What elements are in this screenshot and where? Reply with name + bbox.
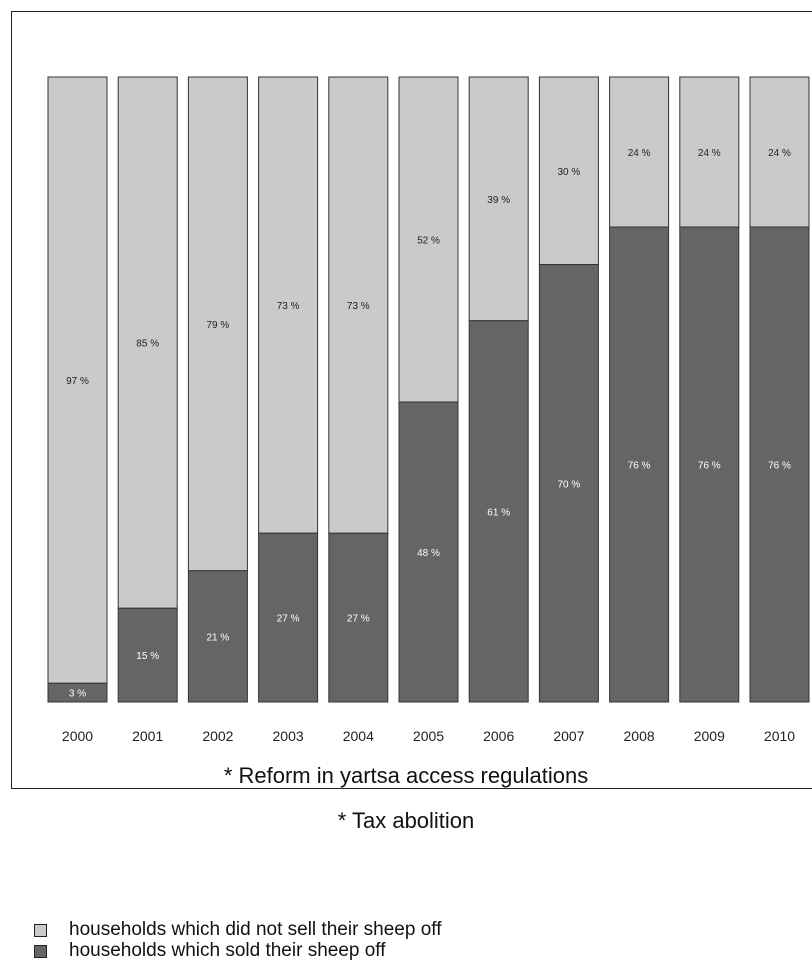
label-sold-2003: 27 % [277,614,300,625]
bar-not-sold-2006 [468,76,529,322]
legend-swatch-light [34,923,47,937]
label-sold-2005: 48 % [417,548,440,559]
label-sold-2008: 76 % [628,461,651,472]
bar-sold-2007 [538,264,599,703]
bar-sold-2010 [749,226,810,703]
bar-not-sold-2008 [609,76,670,228]
bar-not-sold-2005 [398,76,459,403]
label-not-sold-2001: 85 % [136,339,159,350]
bar-sold-2005 [398,401,459,703]
bar-not-sold-2010 [749,76,810,228]
label-not-sold-2004: 73 % [347,301,370,312]
x-tick-2003: 2003 [273,728,304,744]
bar-sold-2001 [117,607,178,703]
bar-sold-2000 [47,682,108,703]
label-not-sold-2003: 73 % [277,301,300,312]
bar-sold-2003 [258,532,319,703]
x-tick-2004: 2004 [343,728,374,744]
legend-label-not-sold: households which did not sell their shee… [69,919,442,940]
x-tick-2002: 2002 [202,728,233,744]
bar-not-sold-2007 [538,76,599,265]
label-not-sold-2006: 39 % [487,195,510,206]
bar-not-sold-2002 [187,76,248,572]
legend-item-sold: households which sold their sheep off [34,940,386,962]
label-not-sold-2000: 97 % [66,376,89,387]
x-tick-2000: 2000 [62,728,93,744]
label-sold-2006: 61 % [487,507,510,518]
stacked-bar-chart: 97 % 3 % 2000 85 % 15 % 2001 79 % 21 % 2002 73 % 2… [47,76,810,744]
x-tick-2005: 2005 [413,728,444,744]
label-sold-2002: 21 % [207,632,230,643]
label-not-sold-2002: 79 % [207,320,230,331]
x-tick-2010: 2010 [764,728,795,744]
legend-item-not-sold: households which did not sell their shee… [34,919,442,941]
bar-not-sold-2000 [47,76,108,684]
bar-sold-2008 [609,226,670,703]
bar-not-sold-2003 [258,76,319,534]
label-sold-2004: 27 % [347,614,370,625]
bar-sold-2004 [328,532,389,703]
x-tick-2007: 2007 [553,728,584,744]
legend-label-sold: households which sold their sheep off [69,940,386,961]
legend-swatch-dark [34,944,47,958]
bar-not-sold-2001 [117,76,178,609]
x-tick-2008: 2008 [624,728,655,744]
label-not-sold-2005: 52 % [417,236,440,247]
label-sold-2010: 76 % [768,461,791,472]
x-tick-2006: 2006 [483,728,514,744]
annotation-reform: * Reform in yartsa access regulations [223,763,589,788]
bar-not-sold-2004 [328,76,389,534]
bar-sold-2006 [468,320,529,703]
label-sold-2009: 76 % [698,461,721,472]
label-not-sold-2009: 24 % [698,148,721,159]
x-tick-2001: 2001 [132,728,163,744]
label-sold-2000: 3 % [69,689,86,700]
bar-sold-2009 [679,226,740,703]
bar-sold-2002 [187,570,248,703]
label-not-sold-2007: 30 % [558,167,581,178]
x-tick-2009: 2009 [694,728,725,744]
bar-not-sold-2009 [679,76,740,228]
label-not-sold-2010: 24 % [768,148,791,159]
annotation-tax-abolition: * Tax abolition [337,808,475,833]
label-sold-2007: 70 % [558,479,581,490]
label-not-sold-2008: 24 % [628,148,651,159]
label-sold-2001: 15 % [136,651,159,662]
